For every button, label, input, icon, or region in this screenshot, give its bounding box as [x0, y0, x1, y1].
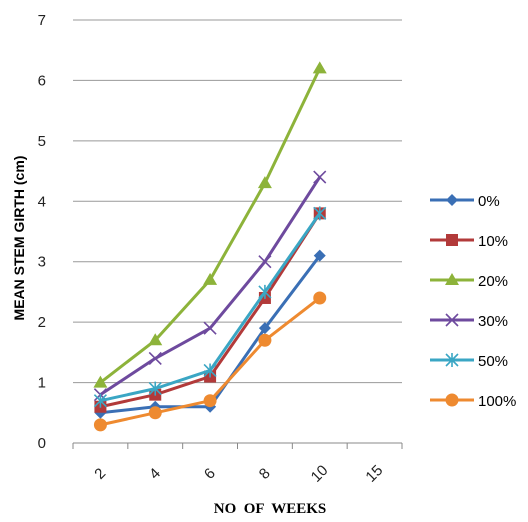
legend-item: 0%	[430, 193, 500, 210]
y-tick-label: 4	[38, 193, 46, 210]
data-point	[203, 363, 217, 378]
x-tick-label: 8	[256, 465, 274, 483]
data-point	[313, 206, 327, 221]
x-axis-ticks: 2 4 6 8 10 15	[72, 443, 403, 486]
legend-label: 100%	[478, 393, 516, 410]
series-group	[93, 61, 327, 432]
legend-marker	[446, 234, 458, 246]
data-point	[258, 284, 272, 299]
y-tick-label: 6	[38, 72, 46, 89]
series-line	[99, 176, 322, 396]
y-axis-title: MEAN STEM GIRTH (cm)	[11, 156, 27, 321]
data-point	[93, 375, 108, 388]
data-point	[203, 321, 217, 335]
data-point	[258, 322, 271, 335]
legend-marker	[446, 194, 458, 206]
x-tick-label: 2	[91, 465, 109, 483]
legend-label: 50%	[478, 353, 508, 370]
legend-marker	[445, 273, 459, 285]
data-point	[257, 176, 272, 189]
data-point	[258, 255, 272, 269]
data-point	[258, 333, 272, 347]
x-tick-label: 10	[308, 462, 332, 486]
legend-item: 100%	[430, 393, 516, 410]
legend-label: 0%	[478, 193, 500, 210]
series-30pct	[93, 170, 327, 402]
x-tick-label: 15	[362, 462, 386, 486]
y-tick-label: 5	[38, 133, 46, 150]
data-point	[93, 418, 107, 432]
y-tick-label: 2	[38, 314, 46, 331]
legend: 0% 10% 20% 30% 50% 100%	[430, 193, 516, 410]
data-point	[93, 393, 107, 408]
legend-label: 30%	[478, 313, 508, 330]
series-100pct	[93, 291, 327, 432]
legend-item: 30%	[430, 313, 508, 330]
data-point	[203, 272, 218, 285]
data-point	[148, 406, 162, 420]
series-50pct	[93, 206, 327, 408]
x-tick-label: 6	[201, 465, 219, 483]
data-point	[313, 291, 327, 305]
y-axis-ticks: 0 1 2 3 4 5 6 7	[38, 12, 46, 452]
legend-label: 20%	[478, 273, 508, 290]
data-point	[148, 351, 162, 365]
y-tick-label: 3	[38, 254, 46, 271]
y-tick-label: 1	[38, 375, 46, 392]
data-point	[313, 249, 326, 262]
legend-marker	[445, 393, 459, 407]
y-tick-label: 0	[38, 435, 46, 452]
series-20pct	[93, 61, 327, 388]
gridlines	[73, 19, 402, 384]
legend-item: 20%	[430, 273, 508, 290]
data-point	[203, 394, 217, 408]
legend-item: 50%	[430, 353, 508, 370]
legend-marker	[445, 353, 459, 367]
x-tick-label: 4	[146, 465, 164, 483]
legend-marker	[445, 313, 459, 327]
data-point	[148, 333, 163, 346]
x-axis-title: NO OF WEEKS	[214, 501, 327, 517]
data-point	[148, 381, 162, 396]
data-point	[312, 61, 327, 74]
data-point	[313, 170, 327, 184]
legend-label: 10%	[478, 233, 508, 250]
series-10pct	[94, 207, 326, 413]
y-tick-label: 7	[38, 12, 46, 29]
legend-item: 10%	[430, 233, 508, 250]
